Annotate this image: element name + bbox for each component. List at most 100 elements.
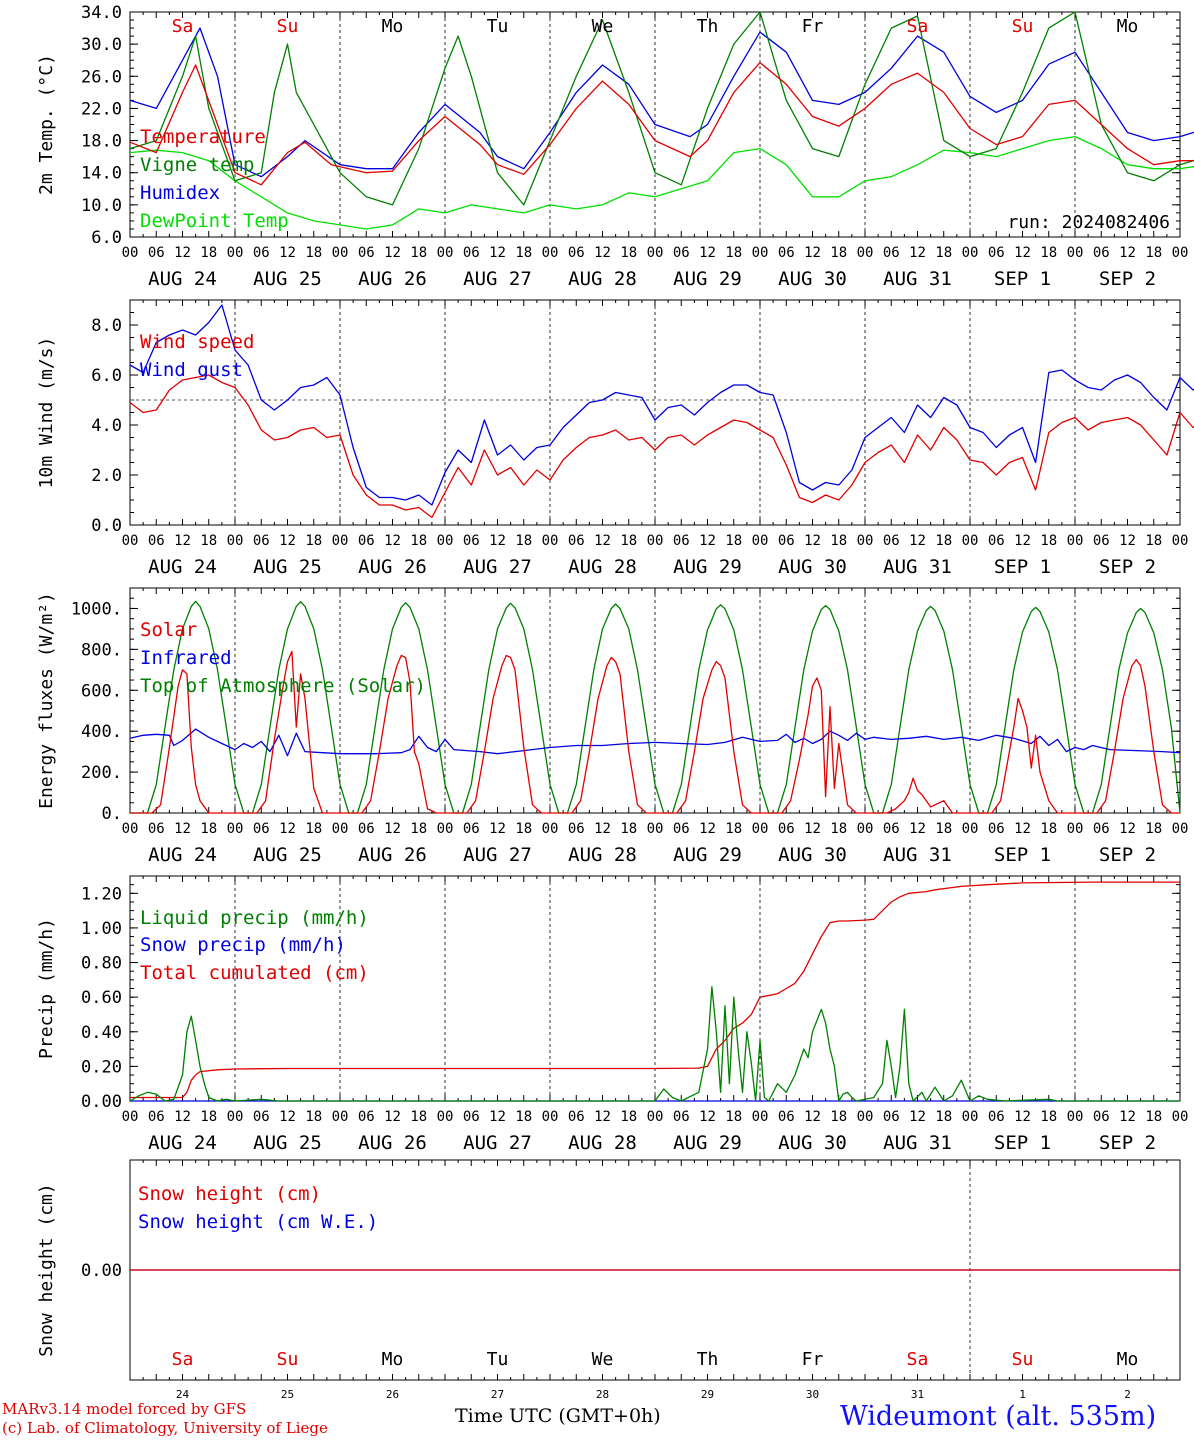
date-label: AUG 30 [778, 556, 847, 578]
date-label: SEP 2 [1099, 556, 1156, 578]
hour-label: 12 [1014, 533, 1031, 549]
y-tick-label: 0.80 [81, 954, 122, 974]
hour-label: 12 [699, 1109, 716, 1125]
hour-label: 00 [122, 1109, 139, 1125]
hour-label: 18 [515, 533, 532, 549]
hour-label: 06 [463, 821, 480, 837]
hour-label: 06 [253, 245, 270, 261]
day-number-label: 29 [701, 1388, 714, 1401]
hour-label: 12 [174, 533, 191, 549]
plot-frame [129, 299, 1181, 526]
hour-label: 18 [620, 533, 637, 549]
hour-label: 06 [778, 1109, 795, 1125]
hour-label: 12 [1014, 821, 1031, 837]
hour-label: 12 [279, 821, 296, 837]
hour-label: 18 [1040, 245, 1057, 261]
hour-label: 12 [279, 533, 296, 549]
y-tick-label: 0.20 [81, 1057, 122, 1077]
hour-label: 12 [1119, 533, 1136, 549]
legend-entry: Temperature [140, 126, 266, 148]
run-annotation: run: 2024082406 [1007, 212, 1170, 233]
hour-label: 18 [200, 821, 217, 837]
hour-label: 00 [647, 821, 664, 837]
y-tick-label: 34.0 [81, 3, 122, 23]
hour-label: 18 [830, 245, 847, 261]
hour-label: 06 [673, 245, 690, 261]
weekday-label: Mo [382, 1349, 404, 1370]
hour-label: 18 [725, 1109, 742, 1125]
hour-label: 18 [935, 1109, 952, 1125]
hour-label: 06 [148, 1109, 165, 1125]
series-line [130, 881, 1180, 1099]
weekday-label: Th [697, 16, 719, 37]
y-axis-label: Precip (mm/h) [36, 918, 57, 1059]
weekday-label: Sa [907, 1349, 929, 1370]
date-label: AUG 30 [778, 1132, 847, 1154]
hour-label: 00 [962, 1109, 979, 1125]
hour-label: 12 [1119, 245, 1136, 261]
date-label: AUG 28 [568, 556, 637, 578]
series-line [129, 135, 1194, 230]
hour-label: 00 [752, 245, 769, 261]
hour-label: 06 [883, 245, 900, 261]
hour-label: 00 [122, 821, 139, 837]
hour-label: 06 [463, 245, 480, 261]
weekday-label: Sa [172, 16, 194, 37]
y-axis-label: Energy fluxes (W/m²) [36, 592, 57, 809]
date-label: SEP 2 [1099, 268, 1156, 290]
hour-label: 12 [594, 821, 611, 837]
hour-label: 00 [962, 821, 979, 837]
hour-label: 18 [620, 245, 637, 261]
y-tick-label: 0.40 [81, 1023, 122, 1043]
hour-label: 12 [804, 821, 821, 837]
hour-label: 06 [673, 1109, 690, 1125]
series-line [129, 61, 1194, 186]
y-axis-label: 10m Wind (m/s) [36, 337, 57, 489]
day-number-label: 27 [491, 1388, 504, 1401]
hour-label: 00 [542, 821, 559, 837]
date-label: AUG 28 [568, 844, 637, 866]
hour-label: 18 [200, 1109, 217, 1125]
hour-label: 12 [489, 533, 506, 549]
y-tick-label: 400. [81, 722, 122, 742]
y-tick-label: 10.0 [81, 196, 122, 216]
panel-4: 0.00 0.20 0.40 0.60 0.80 1.00 1.20 Precip (mm/h… [36, 875, 1189, 1154]
hour-label: 06 [673, 821, 690, 837]
series-line [130, 650, 1180, 814]
hour-label: 00 [122, 245, 139, 261]
hour-label: 12 [909, 821, 926, 837]
weekday-label: We [592, 16, 614, 37]
hour-label: 06 [148, 245, 165, 261]
y-tick-label: 1000. [71, 599, 122, 619]
panel-2: 0.0 2.0 4.0 6.0 8.0 10m Wind (m/s) Wind speed W… [36, 299, 1194, 578]
hour-label: 18 [305, 533, 322, 549]
hour-label: 06 [358, 1109, 375, 1125]
date-label: AUG 30 [778, 268, 847, 290]
series-line [130, 600, 1181, 814]
series-line [129, 986, 1180, 1102]
weekday-label: Tu [487, 1349, 509, 1370]
date-label: AUG 31 [883, 844, 952, 866]
hour-label: 06 [463, 533, 480, 549]
hour-label: 06 [883, 821, 900, 837]
hour-label: 00 [437, 1109, 454, 1125]
hour-label: 12 [174, 245, 191, 261]
hour-label: 06 [148, 533, 165, 549]
hour-label: 18 [410, 245, 427, 261]
date-label: AUG 29 [673, 844, 742, 866]
hour-label: 00 [752, 533, 769, 549]
hour-label: 00 [857, 245, 874, 261]
hour-label: 00 [1172, 1109, 1189, 1125]
hour-label: 12 [804, 533, 821, 549]
y-tick-label: 0.0 [91, 516, 122, 536]
day-number-label: 24 [176, 1388, 190, 1401]
hour-label: 00 [332, 245, 349, 261]
plot-frame [129, 587, 1181, 814]
hour-label: 12 [384, 533, 401, 549]
hour-label: 06 [358, 245, 375, 261]
hour-label: 18 [200, 533, 217, 549]
y-tick-label: 200. [81, 763, 122, 783]
hour-label: 00 [332, 821, 349, 837]
hour-label: 18 [1145, 821, 1162, 837]
date-label: SEP 1 [994, 268, 1051, 290]
